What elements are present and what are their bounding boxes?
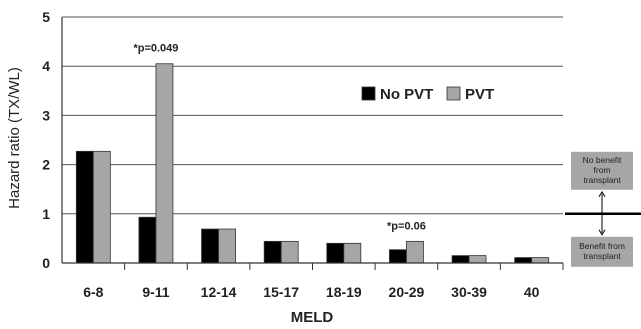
legend-swatch (446, 86, 461, 101)
bar-no-pvt (326, 242, 345, 264)
bar-pvt (218, 228, 236, 264)
no-benefit-box (571, 151, 633, 190)
bar-pvt (155, 63, 174, 264)
legend-label: No PVT (380, 86, 433, 103)
x-tick-label: 12-14 (201, 284, 237, 300)
bar-pvt (468, 255, 487, 264)
legend: No PVT PVT (361, 86, 494, 103)
arrow-down-head (598, 229, 606, 236)
x-tick-label: 15-17 (263, 284, 299, 300)
x-tick-label: 20-29 (389, 284, 425, 300)
bar-no-pvt (514, 257, 533, 264)
x-axis-label: MELD (291, 309, 334, 326)
x-tick-labels: 6-8 9-11 12-14 15-17 18-19 20-29 30-39 40 (83, 284, 539, 300)
benefit-text: Benefit from (579, 241, 625, 251)
y-tick-label: 5 (42, 9, 50, 25)
no-benefit-text: transplant (583, 175, 621, 185)
no-benefit-text: No benefit (583, 155, 622, 165)
arrow-up-head (598, 190, 606, 198)
annotations: *p=0.049 *p=0.06 (133, 43, 425, 233)
y-tick-label: 1 (42, 206, 50, 222)
legend-swatch (361, 86, 376, 101)
p-value-annotation: *p=0.049 (133, 43, 178, 55)
bar-pvt (92, 150, 111, 264)
y-tick-label: 4 (42, 58, 50, 74)
bar-pvt (406, 240, 424, 264)
bar-pvt (531, 257, 550, 264)
no-benefit-text: from (594, 165, 611, 175)
x-tick-label: 18-19 (326, 284, 362, 300)
y-tick-label: 2 (42, 157, 50, 173)
y-tick-labels: 0 1 2 3 4 5 (42, 9, 50, 271)
bar-no-pvt (389, 249, 407, 264)
x-tick-label: 40 (524, 284, 540, 300)
gridlines (62, 16, 563, 215)
bar-pvt (343, 242, 362, 264)
benefit-box (571, 236, 633, 267)
p-value-annotation: *p=0.06 (387, 220, 426, 232)
bar-pvt (280, 240, 299, 264)
y-tick-label: 3 (42, 107, 50, 123)
benefit-text: transplant (583, 251, 621, 261)
bar-no-pvt (451, 255, 470, 264)
bar-no-pvt (75, 150, 94, 264)
axes (61, 17, 564, 270)
y-axis-label: Hazard ratio (TX/WL) (6, 67, 23, 209)
legend-label: PVT (465, 86, 494, 103)
y-tick-label: 0 (42, 255, 50, 271)
x-tick-label: 6-8 (83, 284, 103, 300)
bar-no-pvt (201, 228, 219, 264)
bar-no-pvt (138, 216, 157, 264)
x-tick-label: 9-11 (142, 284, 169, 300)
bar-no-pvt (263, 240, 282, 264)
x-tick-label: 30-39 (451, 284, 487, 300)
